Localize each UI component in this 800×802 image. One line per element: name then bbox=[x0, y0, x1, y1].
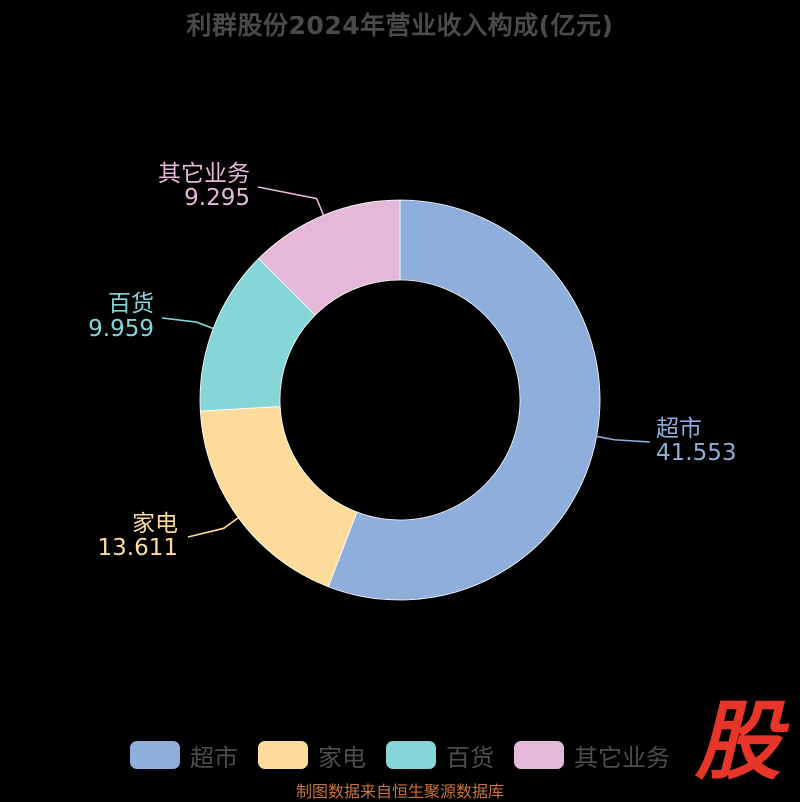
donut-slice-appliances[interactable] bbox=[199, 406, 358, 588]
donut-slice-supermarket[interactable] bbox=[327, 199, 601, 601]
leader-line-other-business bbox=[257, 186, 325, 216]
leader-line-appliances bbox=[187, 517, 239, 538]
legend-swatch bbox=[514, 741, 564, 769]
watermark-logo: 股 bbox=[695, 692, 781, 792]
legend: 超市 家电 百货 其它业务 bbox=[0, 735, 800, 775]
source-footer: 制图数据来自恒生聚源数据库 bbox=[295, 782, 504, 801]
legend-swatch bbox=[386, 741, 436, 769]
leader-line-department-store bbox=[161, 317, 214, 330]
slice-label-value-supermarket: 41.553 bbox=[656, 440, 736, 466]
legend-swatch bbox=[130, 741, 180, 769]
slice-label-value-department-store: 9.959 bbox=[88, 316, 154, 342]
slice-label-value-appliances: 13.611 bbox=[98, 535, 178, 561]
slice-label-name-supermarket: 超市 bbox=[656, 416, 702, 442]
slice-label-name-other-business: 其它业务 bbox=[158, 161, 250, 187]
legend-label: 其它业务 bbox=[574, 744, 670, 772]
legend-label: 超市 bbox=[190, 744, 238, 772]
slice-label-name-department-store: 百货 bbox=[108, 291, 154, 317]
slice-label-value-other-business: 9.295 bbox=[184, 185, 250, 211]
chart-title: 利群股份2024年营业收入构成(亿元) bbox=[186, 11, 614, 40]
slice-label-name-appliances: 家电 bbox=[132, 511, 178, 537]
legend-swatch bbox=[258, 741, 308, 769]
donut-slice-other-business[interactable] bbox=[258, 199, 401, 316]
legend-label: 百货 bbox=[446, 744, 494, 772]
leader-line-supermarket bbox=[596, 435, 651, 443]
legend-label: 家电 bbox=[318, 744, 366, 772]
